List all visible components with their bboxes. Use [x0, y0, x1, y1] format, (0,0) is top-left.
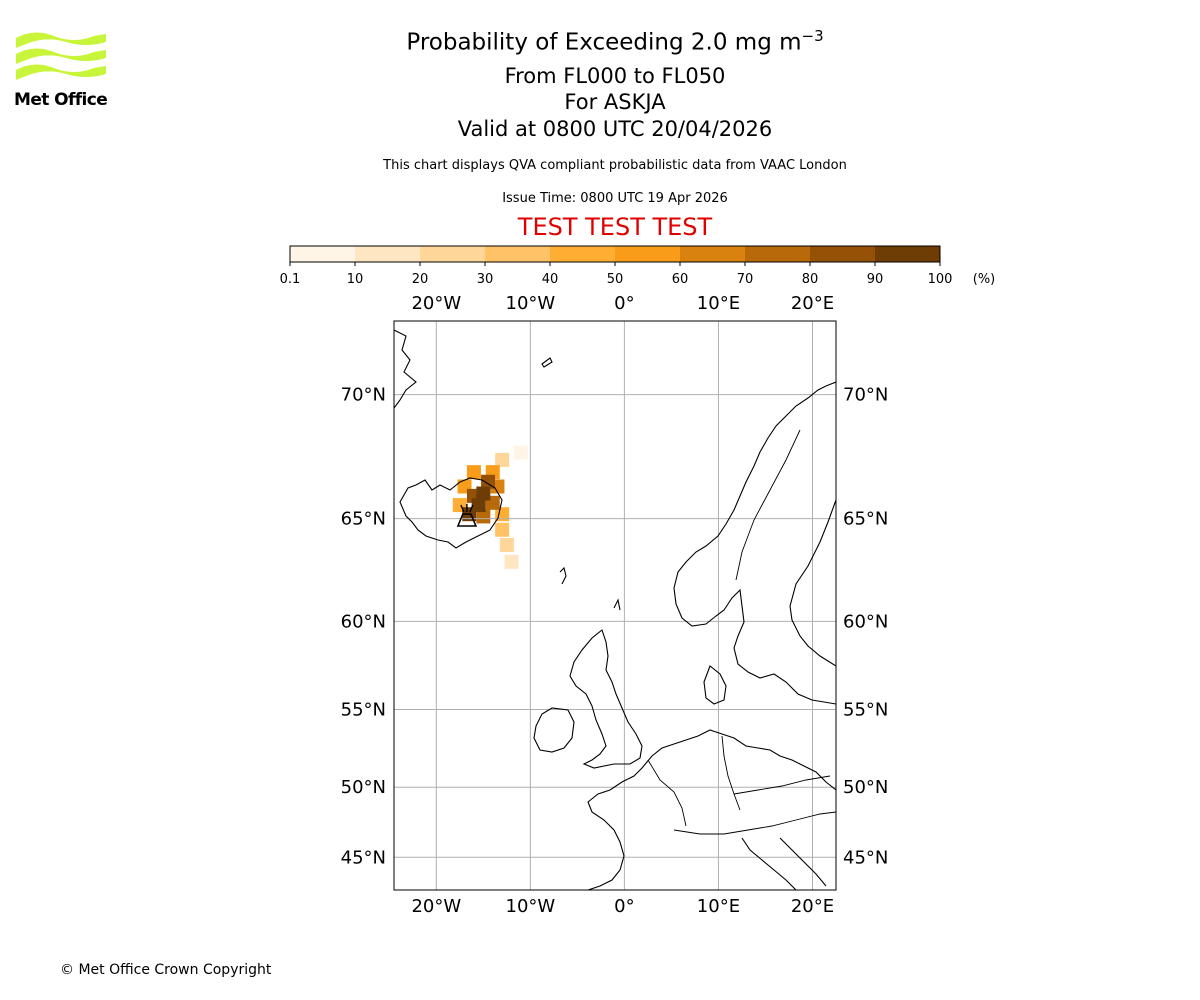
coastline-jan-mayen	[541, 357, 553, 368]
flight-level-range: From FL000 to FL050	[504, 64, 726, 88]
colorbar-cell-6	[680, 246, 746, 262]
coastline-faroe	[559, 566, 567, 585]
latitude-label-right: 45°N	[843, 847, 888, 868]
coastline-scandinavia	[673, 381, 836, 705]
volcano-icon[interactable]	[456, 503, 478, 527]
ash-probability-map[interactable]: 20°W 20°W 10°W 10°W 0° 0° 10°E 10°E 20°E 20°E 70°N…	[330, 290, 910, 920]
coastline-ireland	[533, 707, 575, 753]
met-office-waves-icon	[16, 32, 106, 80]
issue-time: Issue Time: 0800 UTC 19 Apr 2026	[502, 191, 728, 206]
colorbar-tick-label: 80	[802, 272, 819, 287]
test-banner: TEST TEST TEST	[517, 213, 713, 241]
latitude-label-left: 50°N	[341, 777, 386, 798]
ash-probability-cell	[476, 486, 491, 501]
longitude-label-top: 10°W	[506, 293, 556, 314]
coastline-italy	[741, 837, 797, 890]
coastline-sweden-east	[789, 499, 836, 667]
colorbar-tick-label: 70	[737, 272, 754, 287]
colorbar-tick-label: 10	[347, 272, 364, 287]
colorbar-cell-4	[550, 246, 616, 262]
chart-description: This chart displays QVA compliant probab…	[383, 158, 847, 173]
border-norway-sweden	[735, 429, 801, 581]
ash-probability-cell	[471, 498, 486, 513]
ash-probability-cell	[495, 452, 510, 467]
colorbar-cell-3	[485, 246, 551, 262]
latitude-label-left: 60°N	[341, 611, 386, 632]
colorbar-cell-5	[615, 246, 681, 262]
chart-title: Probability of Exceeding 2.0 mg m−3	[406, 27, 824, 56]
ash-probability-cell	[476, 509, 491, 524]
coastline-shetland	[613, 598, 621, 611]
copyright-notice: © Met Office Crown Copyright	[60, 962, 272, 978]
colorbar-cell-9	[875, 246, 941, 262]
volcano-name: For ASKJA	[564, 90, 666, 114]
ash-probability-cell	[513, 445, 528, 460]
longitude-label-top: 0°	[614, 293, 634, 314]
ash-probability-cell	[499, 537, 514, 552]
latitude-label-right: 60°N	[843, 611, 888, 632]
longitude-label-bottom: 10°E	[697, 896, 740, 917]
ash-probability-cell	[495, 522, 510, 537]
latitude-label-right: 55°N	[843, 699, 888, 720]
latitude-label-right: 65°N	[843, 509, 888, 530]
probability-colorbar: 0.1 10 20 30 40 50 60 70 80 90 100 (%)	[280, 245, 996, 287]
longitude-label-bottom: 0°	[614, 896, 634, 917]
latitude-label-right: 70°N	[843, 385, 888, 406]
coastlines	[394, 329, 836, 890]
latitude-label-left: 45°N	[341, 847, 386, 868]
coastline-continental-europe	[587, 729, 836, 890]
coastline-iceland	[399, 477, 503, 549]
longitude-label-top: 20°E	[791, 293, 834, 314]
met-office-logo: Met Office	[14, 30, 109, 112]
border-central-europe	[733, 775, 831, 795]
colorbar-tick-label: 40	[542, 272, 559, 287]
colorbar-tick-label: 30	[477, 272, 494, 287]
latitude-label-left: 55°N	[341, 699, 386, 720]
colorbar-tick-label: 20	[412, 272, 429, 287]
map-frame	[393, 320, 837, 891]
coastline-adriatic	[779, 837, 827, 887]
colorbar-cell-8	[810, 246, 876, 262]
colorbar-cell-1	[355, 246, 421, 262]
longitude-label-top: 20°W	[411, 293, 461, 314]
border-france-germany	[647, 759, 687, 827]
colorbar-tick-label: 60	[672, 272, 689, 287]
colorbar-cell-0	[290, 246, 356, 262]
latitude-label-left: 65°N	[341, 509, 386, 530]
longitude-label-bottom: 20°E	[791, 896, 834, 917]
ash-probability-cell	[495, 507, 510, 522]
longitude-label-top: 10°E	[697, 293, 740, 314]
border-alps	[673, 811, 836, 835]
coastline-greenland	[394, 329, 417, 409]
ash-probability-cell	[504, 554, 519, 569]
logo-text: Met Office	[14, 90, 108, 110]
ash-probability-cell	[466, 465, 481, 480]
longitude-label-bottom: 20°W	[411, 896, 461, 917]
border-germany-poland	[721, 735, 741, 811]
colorbar-unit: (%)	[973, 272, 996, 287]
colorbar-tick-label: 0.1	[280, 272, 300, 287]
valid-time: Valid at 0800 UTC 20/04/2026	[457, 117, 773, 141]
colorbar-tick-label: 90	[867, 272, 884, 287]
colorbar-tick-label: 100	[928, 272, 953, 287]
colorbar-cell-7	[745, 246, 811, 262]
colorbar-tick-label: 50	[607, 272, 624, 287]
coastline-great-britain	[569, 629, 643, 769]
longitude-label-bottom: 10°W	[506, 896, 556, 917]
latitude-label-left: 70°N	[341, 385, 386, 406]
colorbar-cell-2	[420, 246, 486, 262]
latitude-label-right: 50°N	[843, 777, 888, 798]
coastline-denmark	[703, 665, 727, 705]
